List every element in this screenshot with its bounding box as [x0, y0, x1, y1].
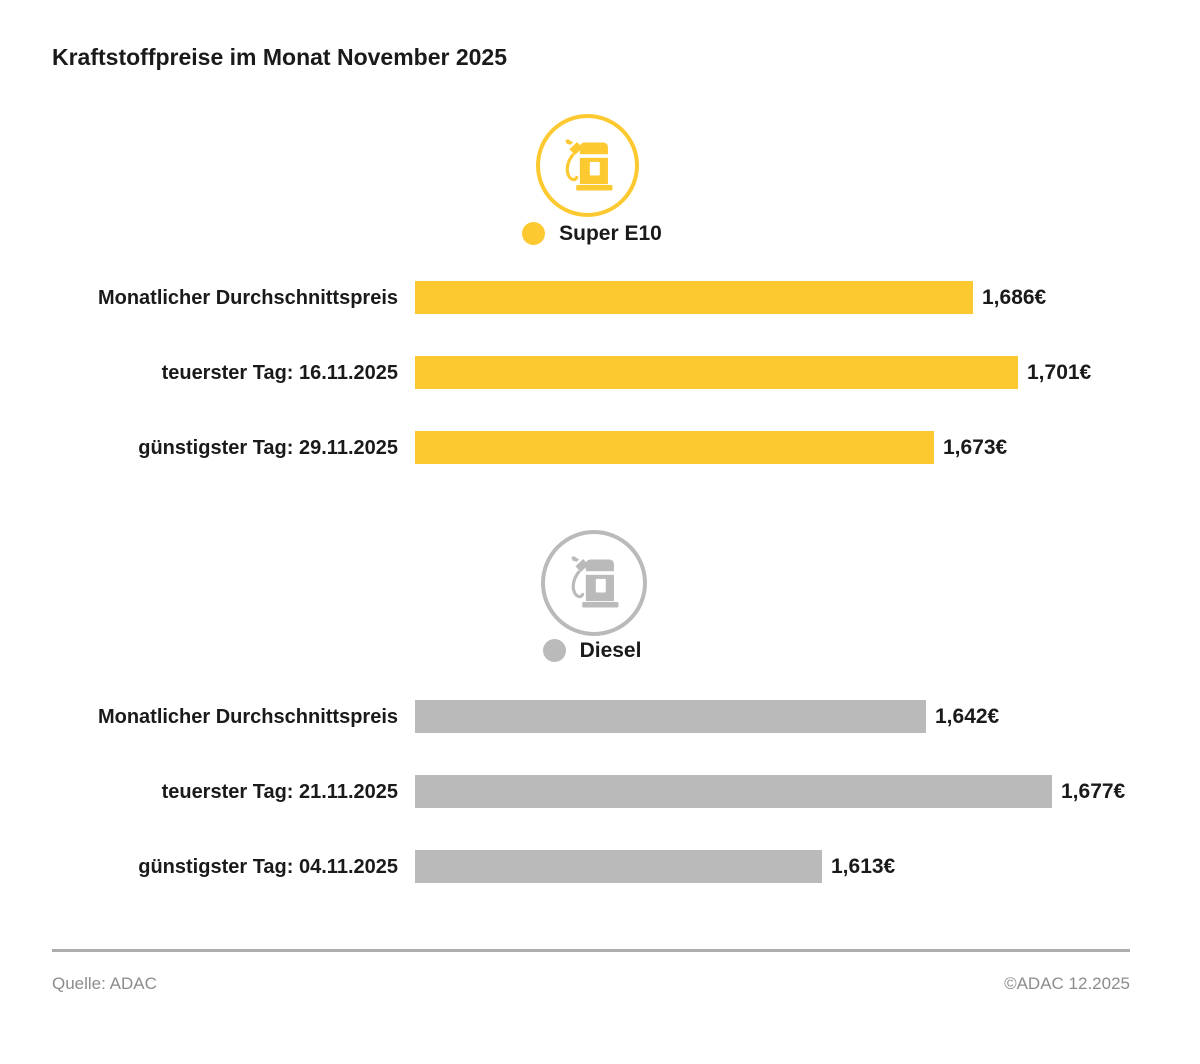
bar-row: günstigster Tag: 04.11.2025 1,613€: [52, 850, 1125, 883]
bar-value: 1,677€: [1061, 779, 1126, 803]
bar-label: Monatlicher Durchschnittspreis: [97, 286, 398, 309]
bar-row: Monatlicher Durchschnittspreis 1,642€: [52, 700, 1125, 733]
diesel-icon-circle: [541, 530, 647, 636]
diesel-bars: Monatlicher Durchschnittspreis 1,642€ te…: [52, 700, 1125, 925]
bar: [415, 700, 926, 733]
bar-label: günstigster Tag: 29.11.2025: [138, 436, 398, 459]
bar-label: teuerster Tag: 21.11.2025: [161, 780, 398, 803]
bar-row: teuerster Tag: 16.11.2025 1,701€: [52, 356, 1091, 389]
legend-label: Super E10: [559, 222, 662, 245]
legend-marker-icon: [542, 639, 566, 663]
bar-row: günstigster Tag: 29.11.2025 1,673€: [52, 431, 1091, 464]
bar: [415, 775, 1052, 808]
bar: [415, 431, 934, 464]
bar-label: Monatlicher Durchschnittspreis: [97, 705, 398, 728]
bar: [415, 356, 1018, 389]
legend-super-e10: Super E10: [0, 222, 1192, 246]
bar: [415, 850, 822, 883]
footer-divider: [52, 949, 1130, 952]
source-credit: Quelle: ADAC: [52, 974, 157, 993]
bar-value: 1,686€: [982, 285, 1047, 309]
bar-value: 1,613€: [831, 854, 896, 878]
bar-row: teuerster Tag: 21.11.2025 1,677€: [52, 775, 1125, 808]
bar-value: 1,701€: [1027, 360, 1092, 384]
copyright-notice: ©ADAC 12.2025: [1004, 974, 1130, 993]
legend-diesel: Diesel: [0, 639, 1192, 663]
super-e10-icon-circle: [536, 114, 639, 217]
fuel-pump-icon: [571, 556, 619, 608]
chart-title: Kraftstoffpreise im Monat November 2025: [52, 44, 508, 70]
bar-value: 1,642€: [935, 704, 1000, 728]
bar-label: günstigster Tag: 04.11.2025: [138, 855, 398, 878]
bar-row: Monatlicher Durchschnittspreis 1,686€: [52, 281, 1091, 314]
legend-marker-icon: [522, 222, 546, 246]
bar-label: teuerster Tag: 16.11.2025: [161, 361, 398, 384]
bar: [415, 281, 973, 314]
super-e10-bars: Monatlicher Durchschnittspreis 1,686€ te…: [52, 281, 1091, 506]
legend-label: Diesel: [579, 639, 642, 662]
fuel-pump-icon: [564, 138, 612, 190]
bar-value: 1,673€: [943, 435, 1008, 459]
